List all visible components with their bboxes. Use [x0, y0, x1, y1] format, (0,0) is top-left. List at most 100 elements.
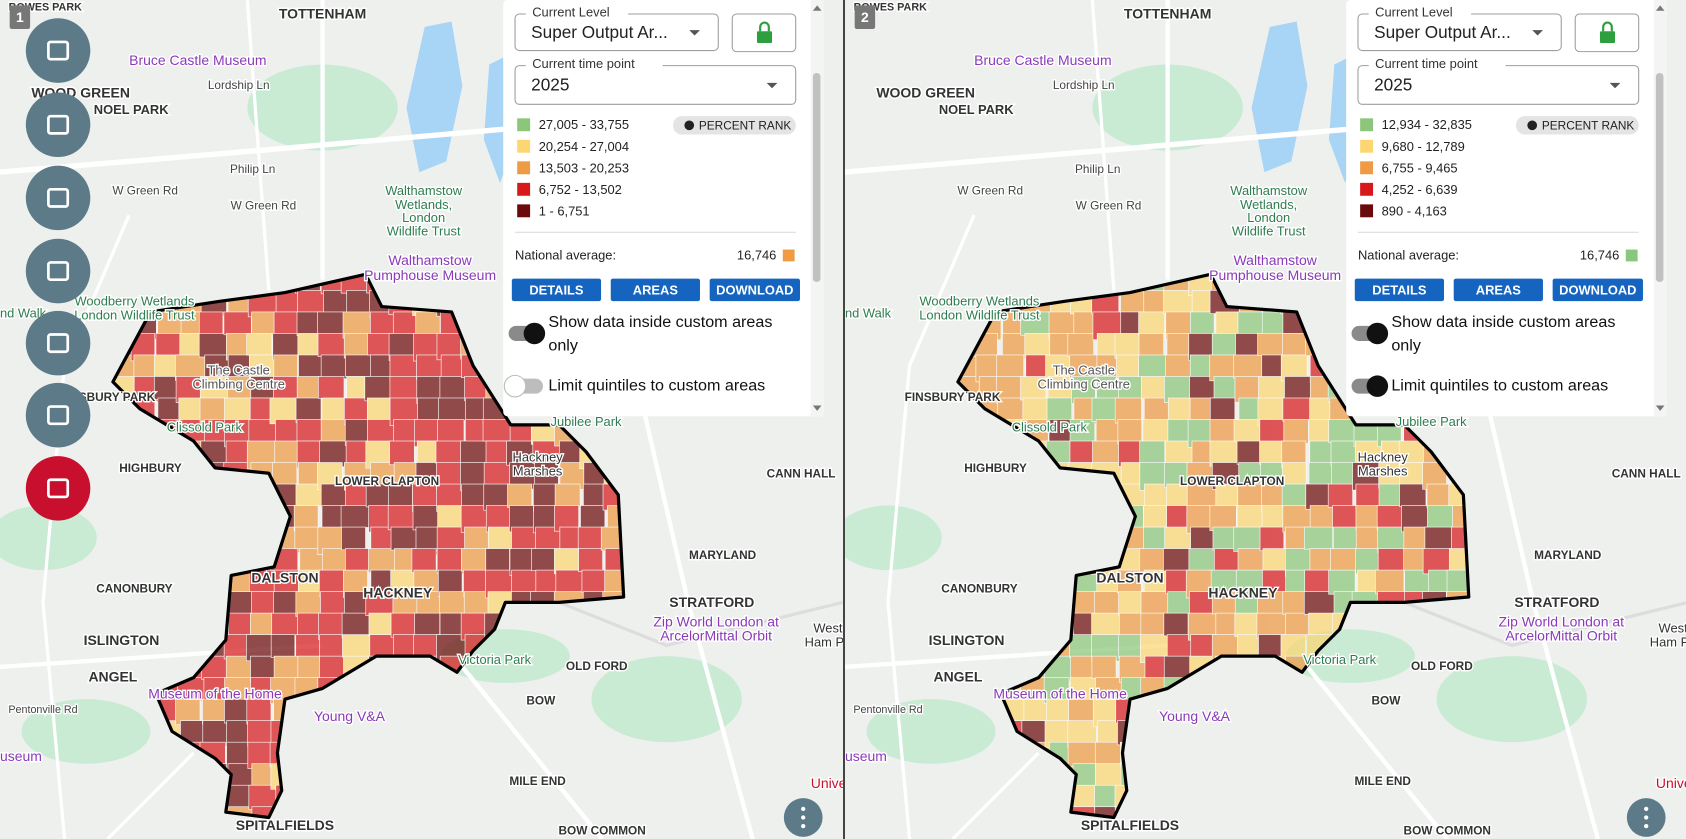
- area[interactable]: [1284, 376, 1312, 403]
- area[interactable]: [1091, 397, 1120, 423]
- area[interactable]: [340, 505, 371, 528]
- area[interactable]: [1116, 354, 1143, 381]
- area[interactable]: [1094, 806, 1119, 830]
- area[interactable]: [1257, 333, 1285, 357]
- area[interactable]: [1282, 397, 1311, 422]
- area[interactable]: [153, 376, 179, 400]
- area[interactable]: [436, 548, 465, 574]
- area[interactable]: [294, 526, 319, 550]
- area[interactable]: [364, 376, 393, 402]
- area[interactable]: [1399, 483, 1427, 508]
- area[interactable]: [1332, 505, 1358, 531]
- area[interactable]: [224, 677, 254, 703]
- area[interactable]: [996, 354, 1025, 380]
- area[interactable]: [1163, 612, 1189, 637]
- area[interactable]: [1046, 397, 1073, 423]
- area[interactable]: [507, 483, 533, 508]
- action-button[interactable]: [610, 278, 700, 302]
- area[interactable]: [1068, 806, 1100, 831]
- area[interactable]: [1377, 548, 1407, 574]
- area[interactable]: [1141, 376, 1167, 400]
- area[interactable]: [1259, 526, 1285, 552]
- area[interactable]: [1376, 505, 1406, 531]
- fab[interactable]: [25, 456, 91, 521]
- area[interactable]: [1214, 548, 1242, 572]
- area[interactable]: [1114, 397, 1142, 424]
- area[interactable]: [1118, 591, 1143, 616]
- area[interactable]: [345, 354, 374, 377]
- area[interactable]: [223, 311, 252, 336]
- area[interactable]: [271, 612, 300, 637]
- area[interactable]: [439, 591, 466, 614]
- area[interactable]: [317, 333, 348, 357]
- area[interactable]: [270, 634, 296, 658]
- area[interactable]: [1233, 354, 1264, 379]
- area[interactable]: [411, 548, 437, 573]
- area[interactable]: [414, 419, 440, 442]
- action-button[interactable]: [511, 278, 602, 302]
- area[interactable]: [1233, 526, 1264, 552]
- area[interactable]: [1303, 591, 1336, 615]
- area[interactable]: [1426, 483, 1452, 509]
- area[interactable]: [1091, 655, 1117, 679]
- area[interactable]: [296, 311, 322, 336]
- fab[interactable]: [25, 238, 91, 304]
- area[interactable]: [387, 505, 416, 531]
- area[interactable]: [1209, 440, 1240, 467]
- area[interactable]: [246, 698, 272, 725]
- percent-rank-chip[interactable]: [673, 116, 796, 135]
- fab[interactable]: [25, 382, 91, 448]
- area[interactable]: [1091, 612, 1121, 638]
- action-button[interactable]: [1552, 278, 1643, 302]
- area[interactable]: [155, 333, 183, 359]
- area[interactable]: [1309, 440, 1335, 464]
- area[interactable]: [1236, 505, 1265, 531]
- toggle-knob[interactable]: [1366, 322, 1389, 345]
- area[interactable]: [341, 526, 366, 551]
- area[interactable]: [389, 440, 415, 466]
- area[interactable]: [1069, 440, 1096, 463]
- area[interactable]: [272, 462, 298, 487]
- area[interactable]: [580, 505, 606, 532]
- area[interactable]: [296, 376, 322, 402]
- area[interactable]: [1140, 591, 1170, 616]
- area[interactable]: [1330, 548, 1358, 574]
- action-button[interactable]: [1354, 278, 1445, 302]
- area[interactable]: [342, 634, 374, 658]
- area[interactable]: [1117, 419, 1143, 445]
- area[interactable]: [1189, 591, 1215, 618]
- fab[interactable]: [25, 18, 91, 83]
- area[interactable]: [1067, 741, 1097, 767]
- area[interactable]: [1283, 419, 1309, 444]
- area[interactable]: [246, 333, 273, 356]
- area[interactable]: [435, 440, 463, 465]
- area[interactable]: [273, 354, 298, 379]
- area[interactable]: [296, 419, 322, 442]
- area[interactable]: [1138, 311, 1165, 337]
- area[interactable]: [578, 548, 603, 572]
- area[interactable]: [581, 569, 608, 593]
- area[interactable]: [437, 505, 464, 531]
- area[interactable]: [248, 354, 276, 381]
- area[interactable]: [1236, 440, 1263, 465]
- area[interactable]: [414, 612, 441, 636]
- area[interactable]: [317, 376, 345, 399]
- area[interactable]: [438, 397, 470, 421]
- area[interactable]: [1327, 483, 1353, 508]
- area[interactable]: [1303, 526, 1333, 550]
- area[interactable]: [1068, 698, 1097, 722]
- area[interactable]: [1067, 333, 1095, 357]
- area[interactable]: [1096, 376, 1123, 402]
- area[interactable]: [227, 806, 253, 830]
- area[interactable]: [317, 311, 344, 338]
- fab[interactable]: [25, 92, 91, 158]
- area[interactable]: [273, 591, 299, 617]
- area[interactable]: [341, 612, 373, 639]
- area[interactable]: [1259, 419, 1288, 443]
- fab[interactable]: [25, 310, 91, 376]
- area[interactable]: [368, 548, 396, 574]
- area[interactable]: [320, 483, 347, 510]
- area[interactable]: [437, 419, 465, 445]
- toggle-knob[interactable]: [503, 374, 527, 398]
- area[interactable]: [251, 806, 284, 831]
